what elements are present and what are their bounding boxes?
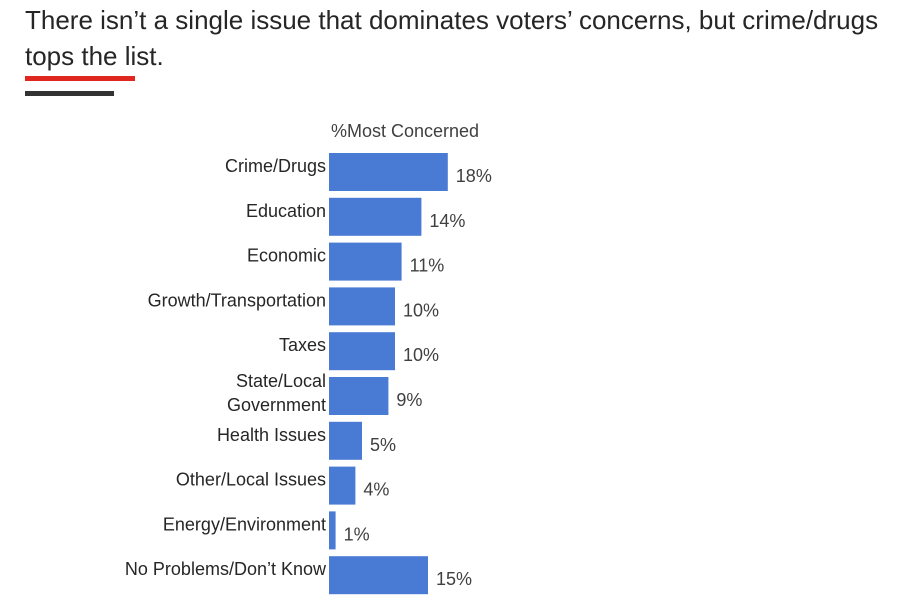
category-label: Taxes <box>279 335 326 355</box>
category-label: Growth/Transportation <box>148 290 326 310</box>
category-label: Health Issues <box>217 425 326 445</box>
bar-6 <box>329 421 362 460</box>
bar-5 <box>329 377 389 415</box>
data-label: 5% <box>370 435 396 455</box>
slide-title: There isn’t a single issue that dominate… <box>25 5 879 71</box>
data-label: 9% <box>396 390 422 410</box>
data-label: 18% <box>456 166 492 186</box>
category-label: State/Local Government <box>227 371 326 415</box>
data-label: 4% <box>363 480 389 500</box>
category-label: No Problems/Don’t Know <box>125 559 327 579</box>
data-label: 15% <box>436 569 472 589</box>
category-label: Economic <box>247 246 326 266</box>
bar-2 <box>329 242 402 281</box>
category-label: Other/Local Issues <box>176 470 326 490</box>
data-label: 14% <box>429 211 465 231</box>
data-label: 1% <box>344 524 370 544</box>
bar-8 <box>329 511 336 550</box>
bar-4 <box>329 332 395 371</box>
bar-9 <box>329 556 428 595</box>
series-title: %Most Concerned <box>330 121 480 141</box>
bar-0 <box>329 153 448 191</box>
bar-3 <box>329 287 395 326</box>
data-label: 10% <box>403 300 439 320</box>
bar-7 <box>329 466 356 505</box>
category-label: Crime/Drugs <box>225 156 326 176</box>
title-underline-dark <box>25 91 114 96</box>
category-label: Education <box>246 201 326 221</box>
title-underline-red <box>25 76 135 81</box>
bar-1 <box>329 197 422 236</box>
category-label: Energy/Environment <box>163 514 326 534</box>
data-label: 11% <box>410 256 445 276</box>
data-label: 10% <box>403 345 439 365</box>
